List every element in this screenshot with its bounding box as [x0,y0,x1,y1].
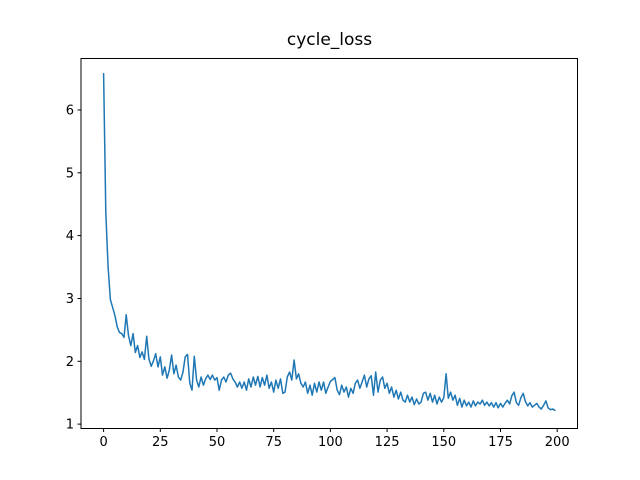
x-tick-label: 150 [431,435,456,450]
chart-title: cycle_loss [286,30,373,50]
y-tick-label: 1 [66,418,74,433]
x-tick-label: 125 [375,435,400,450]
axes-spines [80,58,578,429]
y-tick-label: 5 [66,166,74,181]
x-tick-label: 75 [265,435,282,450]
loss-curve [102,72,556,412]
x-tick-label: 0 [99,435,107,450]
x-tick-label: 25 [152,435,169,450]
y-tick-label: 2 [66,355,74,370]
x-tick-label: 100 [318,435,343,450]
y-tick-label: 6 [66,104,74,119]
x-tick-label: 50 [209,435,226,450]
y-tick-label: 4 [66,229,74,244]
x-tick-label: 175 [488,435,513,450]
y-tick-label: 3 [66,292,74,307]
x-tick-label: 200 [545,435,570,450]
